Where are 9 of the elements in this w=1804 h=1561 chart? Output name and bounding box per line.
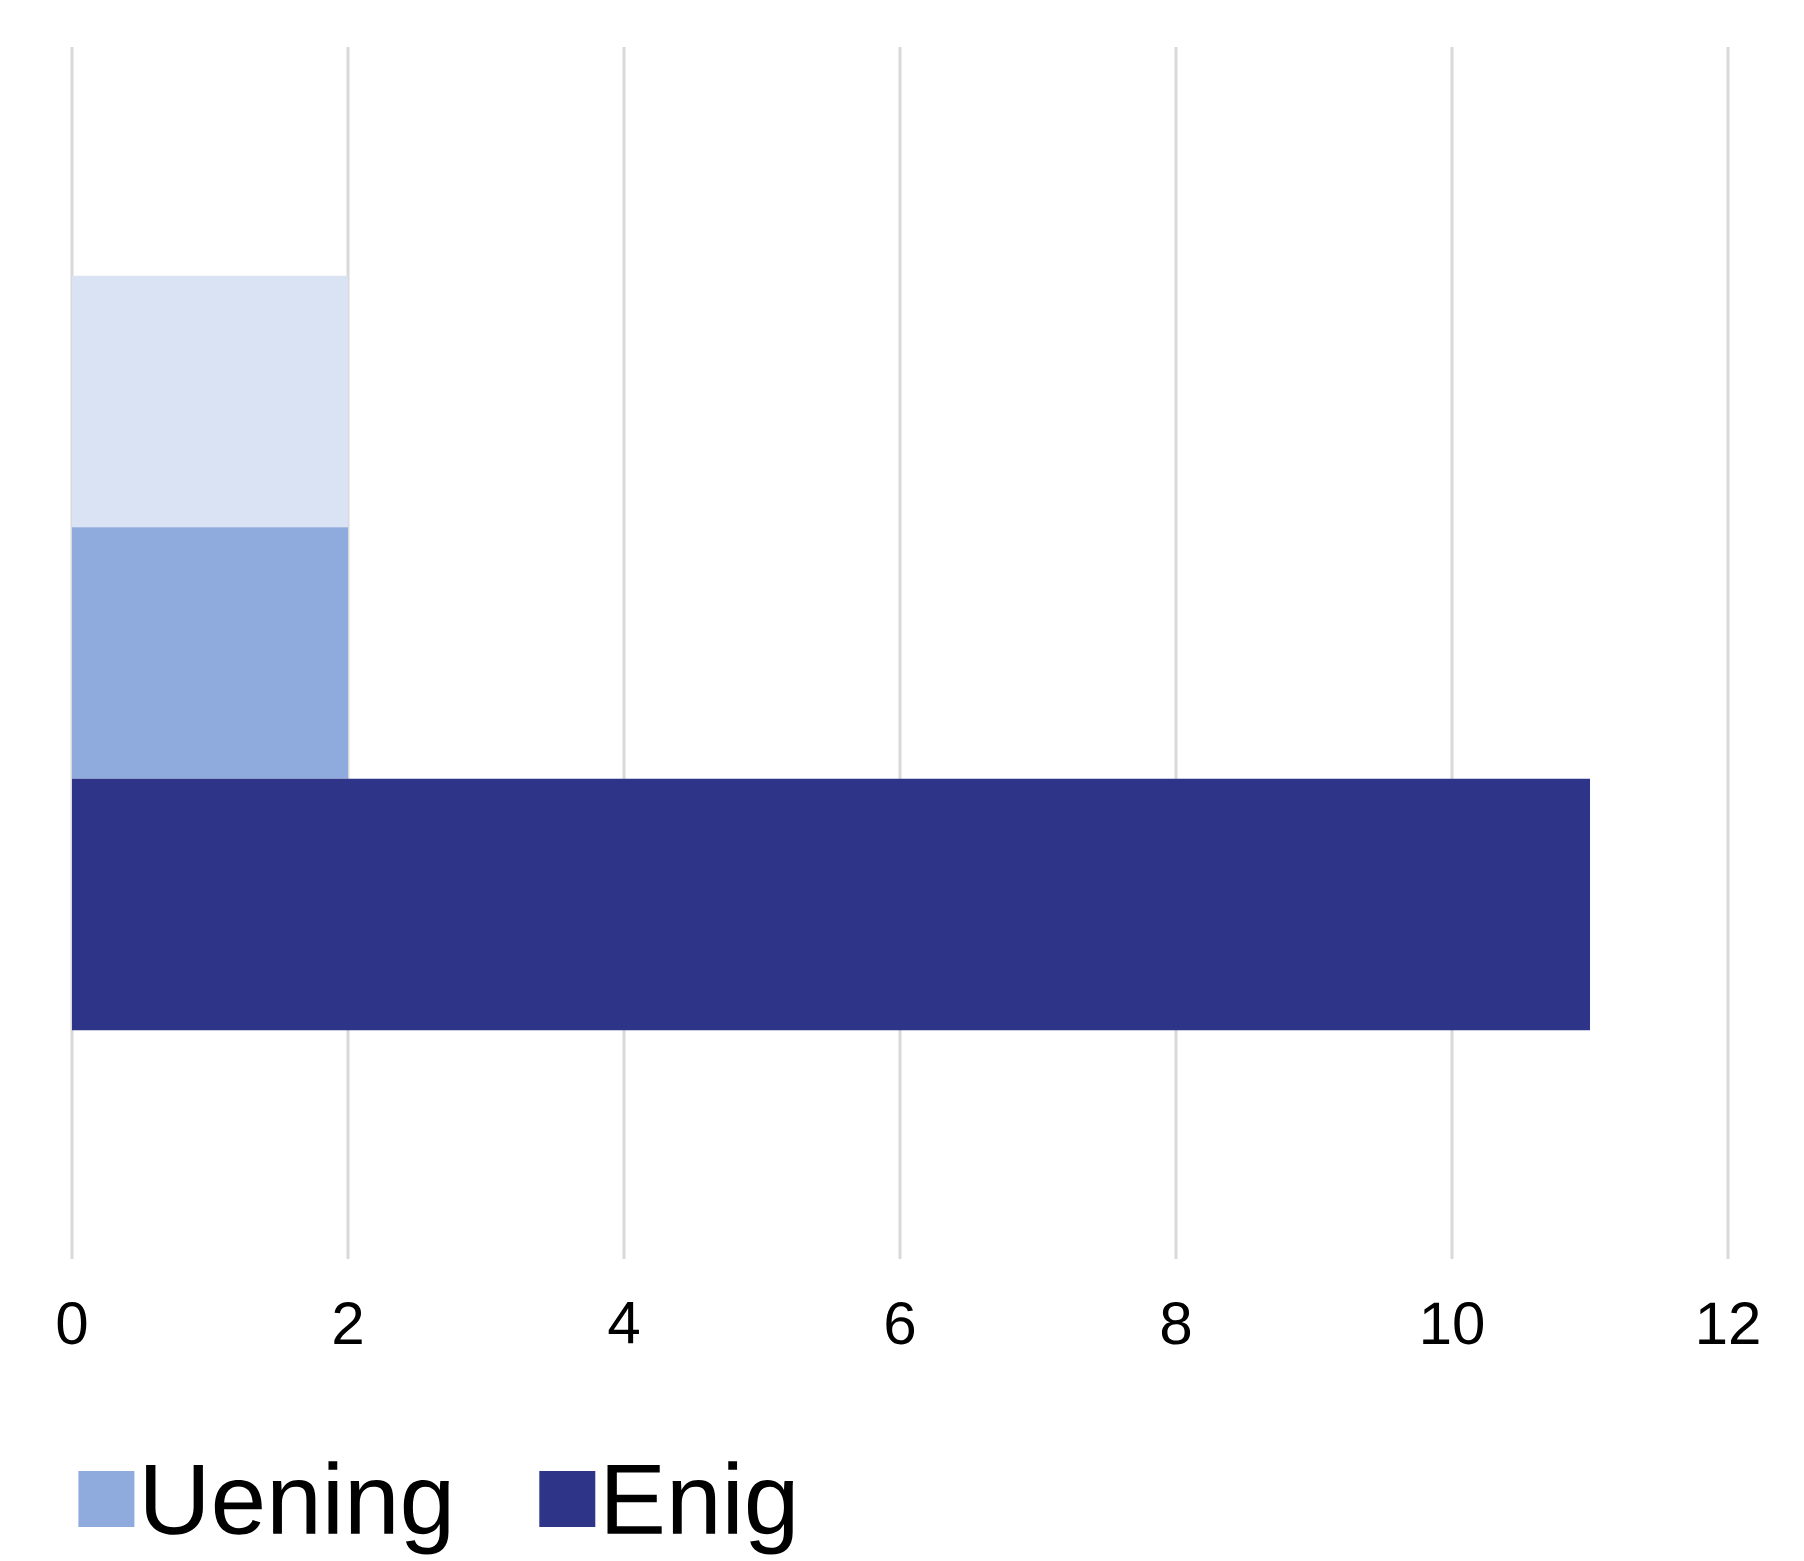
x-tick-label: 0 xyxy=(57,1302,87,1345)
x-tick-label: 12 xyxy=(1699,1302,1759,1344)
legend-label: Enig xyxy=(607,1461,793,1555)
x-tick-label: 10 xyxy=(1423,1302,1484,1345)
x-tick-label: 4 xyxy=(608,1302,639,1344)
x-tick-label: 8 xyxy=(1161,1302,1191,1345)
legend-label: Uening xyxy=(146,1461,449,1555)
x-tick-label: 2 xyxy=(334,1302,362,1344)
x-tick-label: 6 xyxy=(886,1302,915,1345)
